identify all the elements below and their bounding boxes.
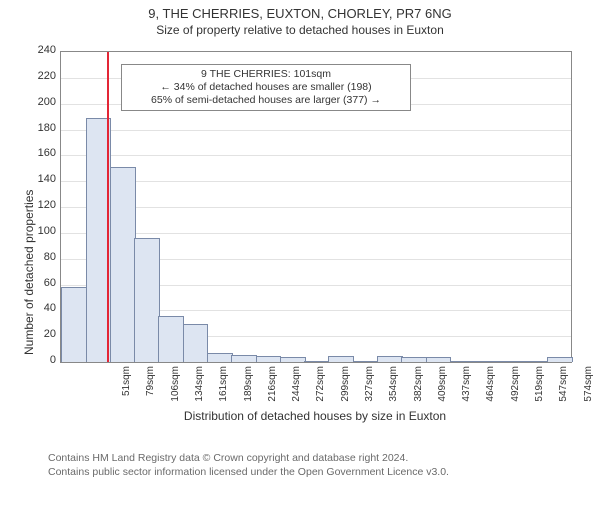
x-tick-label: 519sqm xyxy=(534,366,545,416)
bar xyxy=(158,316,184,362)
x-tick-label: 464sqm xyxy=(485,366,496,416)
gridline xyxy=(61,207,571,208)
chart-title-subtitle: Size of property relative to detached ho… xyxy=(0,23,600,37)
y-tick-label: 160 xyxy=(30,147,56,159)
bar xyxy=(61,287,87,362)
bar xyxy=(207,353,233,362)
x-tick-label: 409sqm xyxy=(437,366,448,416)
x-tick-label: 492sqm xyxy=(510,366,521,416)
x-tick-label: 161sqm xyxy=(218,366,229,416)
x-tick-label: 354sqm xyxy=(388,366,399,416)
bar xyxy=(134,238,160,362)
gridline xyxy=(61,181,571,182)
y-tick-label: 0 xyxy=(30,354,56,366)
bar xyxy=(183,324,209,362)
y-tick-label: 220 xyxy=(30,70,56,82)
bar xyxy=(498,361,524,362)
annotation-box: 9 THE CHERRIES: 101sqm← 34% of detached … xyxy=(121,64,411,111)
gridline xyxy=(61,130,571,131)
x-tick-label: 547sqm xyxy=(558,366,569,416)
x-tick-label: 382sqm xyxy=(413,366,424,416)
bar xyxy=(110,167,136,362)
bar xyxy=(377,356,403,362)
bar xyxy=(426,357,452,362)
gridline xyxy=(61,155,571,156)
x-tick-label: 134sqm xyxy=(194,366,205,416)
bar xyxy=(328,356,354,362)
x-tick-label: 79sqm xyxy=(145,366,156,416)
y-tick-label: 40 xyxy=(30,302,56,314)
y-tick-label: 120 xyxy=(30,199,56,211)
footer-line-2: Contains public sector information licen… xyxy=(48,466,449,480)
x-tick-label: 437sqm xyxy=(461,366,472,416)
y-tick-label: 60 xyxy=(30,277,56,289)
bar xyxy=(401,357,427,362)
x-tick-label: 106sqm xyxy=(170,366,181,416)
chart-title-address: 9, THE CHERRIES, EUXTON, CHORLEY, PR7 6N… xyxy=(0,6,600,21)
x-tick-label: 574sqm xyxy=(583,366,594,416)
y-tick-label: 100 xyxy=(30,225,56,237)
x-tick-label: 299sqm xyxy=(340,366,351,416)
bar xyxy=(547,357,573,362)
bar xyxy=(450,361,476,362)
x-tick-label: 189sqm xyxy=(243,366,254,416)
annotation-line: 9 THE CHERRIES: 101sqm xyxy=(128,68,404,81)
bar xyxy=(256,356,282,362)
x-tick-label: 272sqm xyxy=(315,366,326,416)
bar xyxy=(523,361,549,362)
x-tick-label: 327sqm xyxy=(364,366,375,416)
chart-container: Number of detached properties 9 THE CHER… xyxy=(12,43,588,423)
x-tick-label: 216sqm xyxy=(267,366,278,416)
bar xyxy=(304,361,330,362)
y-tick-label: 240 xyxy=(30,44,56,56)
y-tick-label: 200 xyxy=(30,96,56,108)
attribution-footer: Contains HM Land Registry data © Crown c… xyxy=(48,452,449,479)
y-tick-label: 180 xyxy=(30,122,56,134)
x-tick-label: 51sqm xyxy=(121,366,132,416)
bar xyxy=(280,357,306,362)
y-tick-label: 20 xyxy=(30,328,56,340)
x-tick-label: 244sqm xyxy=(291,366,302,416)
bar xyxy=(231,355,257,362)
annotation-line: 65% of semi-detached houses are larger (… xyxy=(128,94,404,107)
y-tick-label: 140 xyxy=(30,173,56,185)
footer-line-1: Contains HM Land Registry data © Crown c… xyxy=(48,452,449,466)
y-tick-label: 80 xyxy=(30,251,56,263)
gridline xyxy=(61,233,571,234)
plot-area: 9 THE CHERRIES: 101sqm← 34% of detached … xyxy=(60,51,572,363)
reference-line xyxy=(107,52,109,362)
bar xyxy=(353,361,379,362)
bar xyxy=(474,361,500,362)
annotation-line: ← 34% of detached houses are smaller (19… xyxy=(128,81,404,94)
